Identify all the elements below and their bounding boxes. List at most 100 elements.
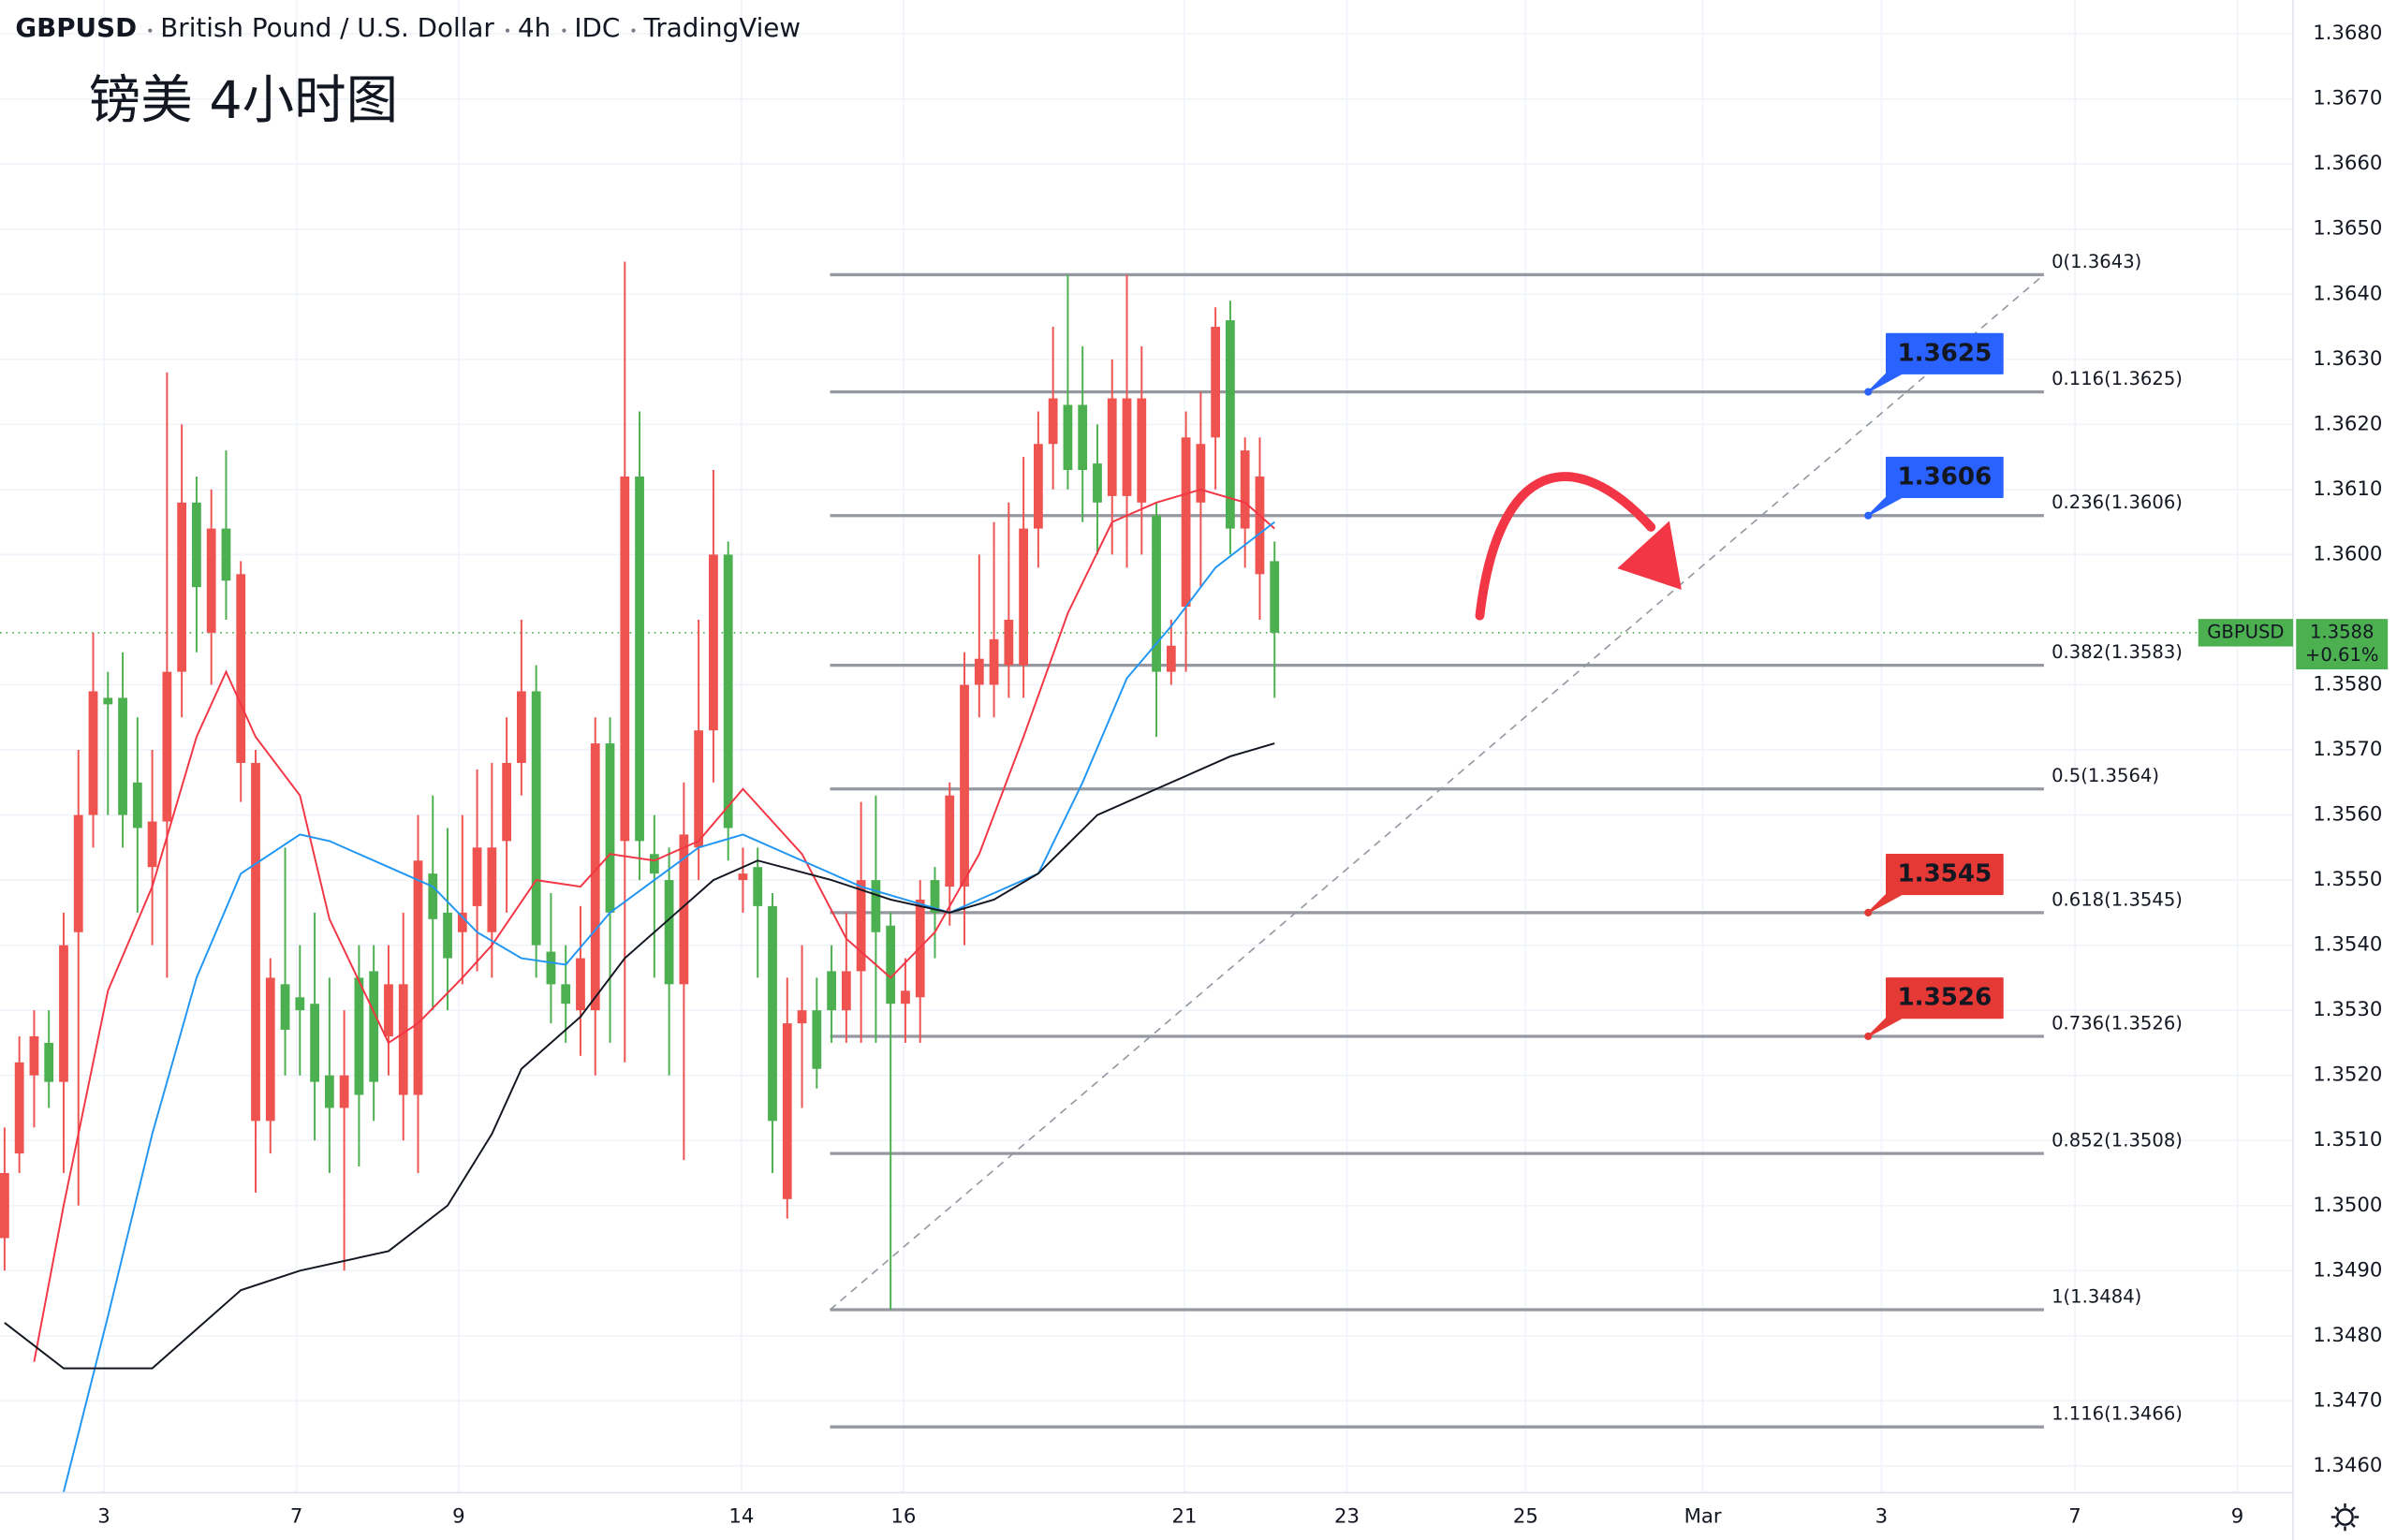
x-tick-label: Mar xyxy=(1684,1505,1722,1529)
candle-body xyxy=(841,971,851,1011)
y-tick-label: 1.3480 xyxy=(2313,1324,2382,1347)
price-tag xyxy=(2296,619,2389,670)
candle-body xyxy=(132,782,142,829)
candle-body xyxy=(576,958,585,1011)
candle-body xyxy=(901,990,910,1005)
y-tick-label: 1.3600 xyxy=(2313,542,2382,565)
moving-average xyxy=(33,488,1275,1362)
y-tick-label: 1.3490 xyxy=(2313,1258,2382,1282)
candle-body xyxy=(1226,320,1235,529)
moving-average xyxy=(4,742,1275,1370)
x-tick-label: 9 xyxy=(452,1505,465,1529)
candle-body xyxy=(561,984,571,1005)
callout-box xyxy=(1867,977,2004,1037)
x-tick-label: 9 xyxy=(2231,1505,2244,1529)
candle-body xyxy=(59,945,68,1082)
y-tick-label: 1.3640 xyxy=(2313,282,2382,305)
candle-body xyxy=(73,814,83,932)
candle-body xyxy=(1107,398,1117,496)
candle-body xyxy=(398,984,408,1095)
candle-body xyxy=(1181,437,1191,608)
candle-body xyxy=(1270,561,1280,633)
price-tag-label: 1.3588 xyxy=(2310,621,2375,642)
candle-body xyxy=(546,951,556,985)
x-tick-label: 7 xyxy=(290,1505,303,1529)
x-tick-label: 7 xyxy=(2068,1505,2081,1529)
y-tick-label: 1.3530 xyxy=(2313,998,2382,1021)
fib-label: 0.736(1.3526) xyxy=(2051,1012,2183,1034)
candle-body xyxy=(487,847,497,932)
symbol: GBPUSD xyxy=(15,12,137,43)
candle-body xyxy=(502,762,512,842)
candle-body xyxy=(516,691,526,763)
candle-body xyxy=(1211,327,1221,438)
grid xyxy=(0,0,2293,1493)
x-tick-label: 3 xyxy=(1875,1505,1889,1529)
candle-body xyxy=(1093,463,1102,503)
source: IDC xyxy=(574,12,620,43)
candle-body xyxy=(649,854,659,874)
candle-body xyxy=(974,658,984,685)
callout-anchor xyxy=(1864,1032,1873,1041)
y-tick-label: 1.3580 xyxy=(2313,672,2382,696)
y-tick-label: 1.3500 xyxy=(2313,1194,2382,1217)
callout-anchor xyxy=(1864,511,1873,520)
candle-body xyxy=(664,880,674,985)
x-tick-label: 25 xyxy=(1513,1505,1538,1529)
y-tick-label: 1.3570 xyxy=(2313,738,2382,761)
candle-body xyxy=(236,574,246,763)
candle-body xyxy=(206,528,216,633)
candle-body xyxy=(177,502,187,672)
candle-body xyxy=(797,1010,807,1024)
callout-label: 1.3526 xyxy=(1897,984,1992,1012)
candle-body xyxy=(1255,476,1265,575)
fib-label: 0.852(1.3508) xyxy=(2051,1130,2183,1151)
y-tick-label: 1.3670 xyxy=(2313,87,2382,110)
candle-body xyxy=(1122,398,1132,496)
separator xyxy=(631,28,636,33)
arrow xyxy=(1475,472,1656,621)
settings-icon[interactable] xyxy=(2331,1503,2360,1532)
candle-body xyxy=(1196,444,1206,503)
candle-body xyxy=(723,554,733,829)
fib-label: 1(1.3484) xyxy=(2051,1285,2141,1307)
candle-body xyxy=(0,1172,9,1239)
candle-body xyxy=(443,912,452,959)
y-tick-label: 1.3460 xyxy=(2313,1454,2382,1477)
candle-body xyxy=(782,1023,792,1199)
candle-body xyxy=(88,691,98,815)
candle-body xyxy=(14,1062,24,1154)
y-tick-label: 1.3680 xyxy=(2313,22,2382,45)
candle-body xyxy=(147,821,157,868)
candle-body xyxy=(103,697,113,705)
fib-label: 0(1.3643) xyxy=(2051,251,2141,272)
candle-body xyxy=(738,873,748,881)
candle-body xyxy=(280,984,290,1031)
fib-label: 0.116(1.3625) xyxy=(2051,368,2183,389)
y-tick-label: 1.3560 xyxy=(2313,803,2382,827)
candle-body xyxy=(251,762,260,1122)
header: GBPUSD British Pound / U.S. Dollar 4h ID… xyxy=(15,12,801,43)
candle-body xyxy=(1063,404,1073,471)
candle-body xyxy=(1240,450,1250,529)
price-change-label: +0.61% xyxy=(2305,644,2379,666)
candle-body xyxy=(1048,398,1058,445)
x-tick-label: 21 xyxy=(1172,1505,1198,1529)
y-tick-label: 1.3660 xyxy=(2313,152,2382,175)
candle-body xyxy=(162,671,172,822)
candle-body xyxy=(620,476,630,842)
candle-body xyxy=(354,977,364,1095)
candle-body xyxy=(310,1004,319,1082)
candle-body xyxy=(989,638,999,685)
candle-body xyxy=(945,795,955,887)
candle-body xyxy=(1137,398,1147,503)
fib-label: 0.236(1.3606) xyxy=(2051,491,2183,513)
candle-body xyxy=(221,528,231,581)
candle-body xyxy=(369,971,379,1082)
x-tick-label: 23 xyxy=(1334,1505,1360,1529)
candle-body xyxy=(871,880,881,932)
fib-label: 0.382(1.3583) xyxy=(2051,641,2183,663)
callout-label: 1.3545 xyxy=(1897,860,1992,888)
